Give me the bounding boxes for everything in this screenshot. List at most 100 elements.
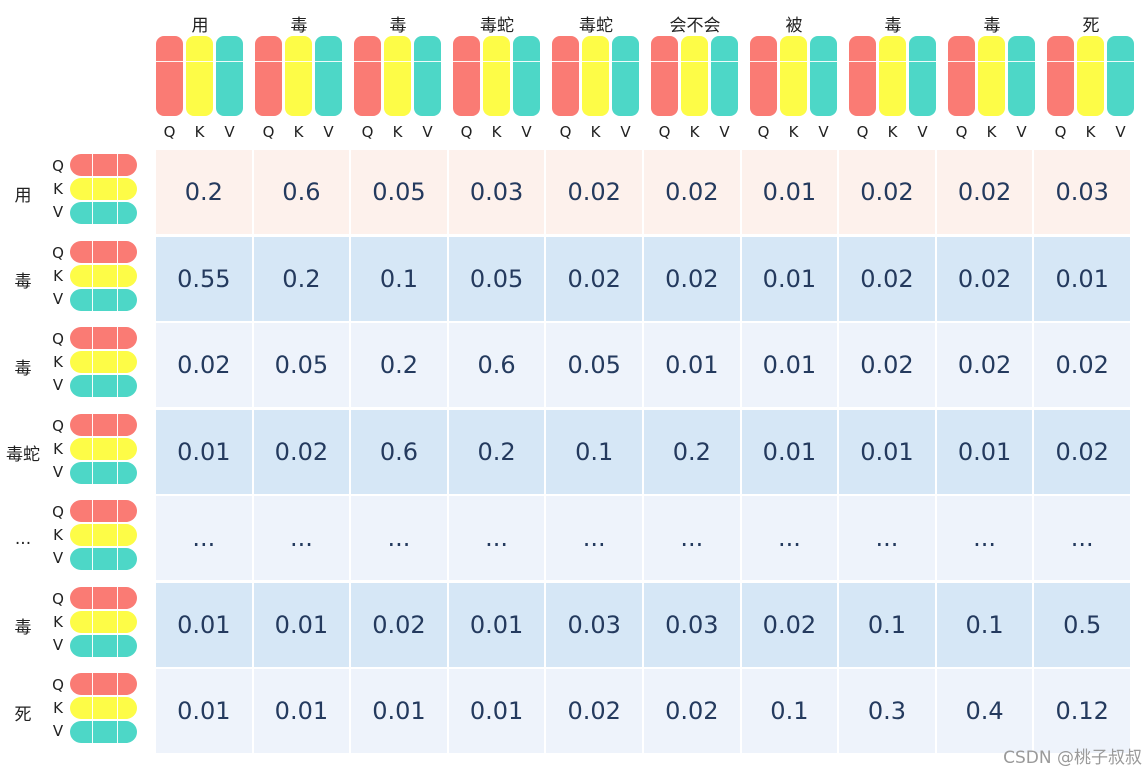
attention-score-cell: ... [1034, 496, 1132, 582]
k-vector [70, 437, 137, 460]
attention-score-cell: ... [253, 496, 352, 582]
q-label: Q [559, 123, 572, 141]
q-label: Q [658, 123, 671, 141]
column-token: 毒 [290, 16, 308, 36]
q-vector [453, 36, 480, 116]
row-token: 死 [14, 704, 32, 725]
column-token: 毒蛇 [579, 16, 613, 36]
q-vector [255, 36, 282, 116]
v-label: V [818, 123, 829, 141]
attention-score-cell: 0.03 [644, 582, 742, 669]
qkv-vector-group [453, 36, 541, 116]
v-label: V [52, 376, 64, 394]
v-vector [70, 721, 137, 743]
attention-score-cell: 0.02 [839, 236, 937, 323]
attention-score-cell: 0.2 [156, 150, 254, 236]
attention-score-cell: 0.01 [253, 669, 352, 755]
attention-score-cell: 0.2 [644, 409, 742, 496]
attention-score-cell: 0.01 [156, 409, 254, 496]
attention-score-cell: 0.01 [741, 150, 840, 236]
k-vector [582, 36, 609, 116]
v-label: V [52, 462, 64, 481]
q-vector [750, 36, 777, 116]
row-token: 毒 [14, 358, 32, 379]
column-header: 会不会 Q K V [649, 8, 741, 143]
qkv-vector-group [849, 36, 937, 116]
q-label: Q [856, 123, 869, 141]
row-token: ... [14, 529, 32, 549]
k-vector [681, 36, 708, 116]
v-vector [70, 375, 137, 397]
v-vector [70, 634, 137, 657]
attention-score-cell: ... [839, 496, 937, 582]
attention-score-cell: 0.01 [448, 582, 547, 669]
k-vector [70, 524, 137, 546]
qkv-vector-group [651, 36, 739, 116]
k-label: K [53, 699, 63, 717]
v-vector [216, 36, 243, 116]
q-label: Q [52, 416, 64, 435]
k-label: K [887, 123, 898, 141]
q-vector [70, 327, 137, 349]
attention-score-cell: 0.02 [936, 236, 1035, 323]
attention-score-cell: 0.01 [351, 669, 449, 755]
attention-score-cell: ... [156, 496, 254, 582]
attention-score-cell: 0.4 [936, 669, 1035, 755]
matrix-row: 0.02 0.05 0.2 0.6 0.05 0.01 0.01 0.02 0.02 0.02 [156, 323, 1132, 409]
column-token: 毒 [389, 16, 407, 36]
attention-score-cell: 0.02 [644, 236, 742, 323]
k-vector [384, 36, 411, 116]
attention-score-cell: 0.01 [741, 236, 840, 323]
attention-score-cell: 0.02 [546, 150, 644, 236]
attention-score-cell: 0.5 [1034, 582, 1132, 669]
k-vector [879, 36, 906, 116]
v-vector [70, 548, 137, 570]
attention-score-cell: 0.02 [741, 582, 840, 669]
attention-score-cell: 0.1 [839, 582, 937, 669]
attention-score-cell: 0.02 [839, 323, 937, 409]
attention-score-cell: 0.03 [546, 582, 644, 669]
k-label: K [1085, 123, 1096, 141]
k-label: K [590, 123, 601, 141]
v-label: V [521, 123, 532, 141]
matrix-row: 0.2 0.6 0.05 0.03 0.02 0.02 0.01 0.02 0.02 0.03 [156, 150, 1132, 236]
q-vector [651, 36, 678, 116]
column-token: 被 [785, 16, 803, 36]
k-vector [186, 36, 213, 116]
v-label: V [422, 123, 433, 141]
attention-score-cell: 0.01 [741, 323, 840, 409]
attention-score-cell: 0.1 [741, 669, 840, 755]
k-label: K [392, 123, 403, 141]
k-label: K [491, 123, 502, 141]
q-vector [70, 673, 137, 695]
v-label: V [719, 123, 730, 141]
v-vector [513, 36, 540, 116]
attention-score-cell: ... [741, 496, 840, 582]
row-header: ... Q K V [0, 496, 150, 582]
attention-score-cell: 0.01 [448, 669, 547, 755]
attention-score-cell: 0.3 [839, 669, 937, 755]
q-vector [70, 500, 137, 522]
v-vector [1107, 36, 1134, 116]
q-label: Q [52, 243, 64, 262]
qkv-vector-group [1047, 36, 1135, 116]
attention-score-cell: 0.1 [546, 409, 644, 496]
v-label: V [52, 289, 64, 308]
q-label: Q [1054, 123, 1067, 141]
column-token: 毒蛇 [480, 16, 514, 36]
q-label: Q [163, 123, 176, 141]
attention-score-cell: 0.2 [351, 323, 449, 409]
k-vector [1077, 36, 1104, 116]
qkv-vector-group [948, 36, 1036, 116]
row-token: 毒 [14, 272, 32, 292]
k-label: K [53, 612, 63, 631]
k-label: K [689, 123, 700, 141]
attention-score-cell: ... [546, 496, 644, 582]
